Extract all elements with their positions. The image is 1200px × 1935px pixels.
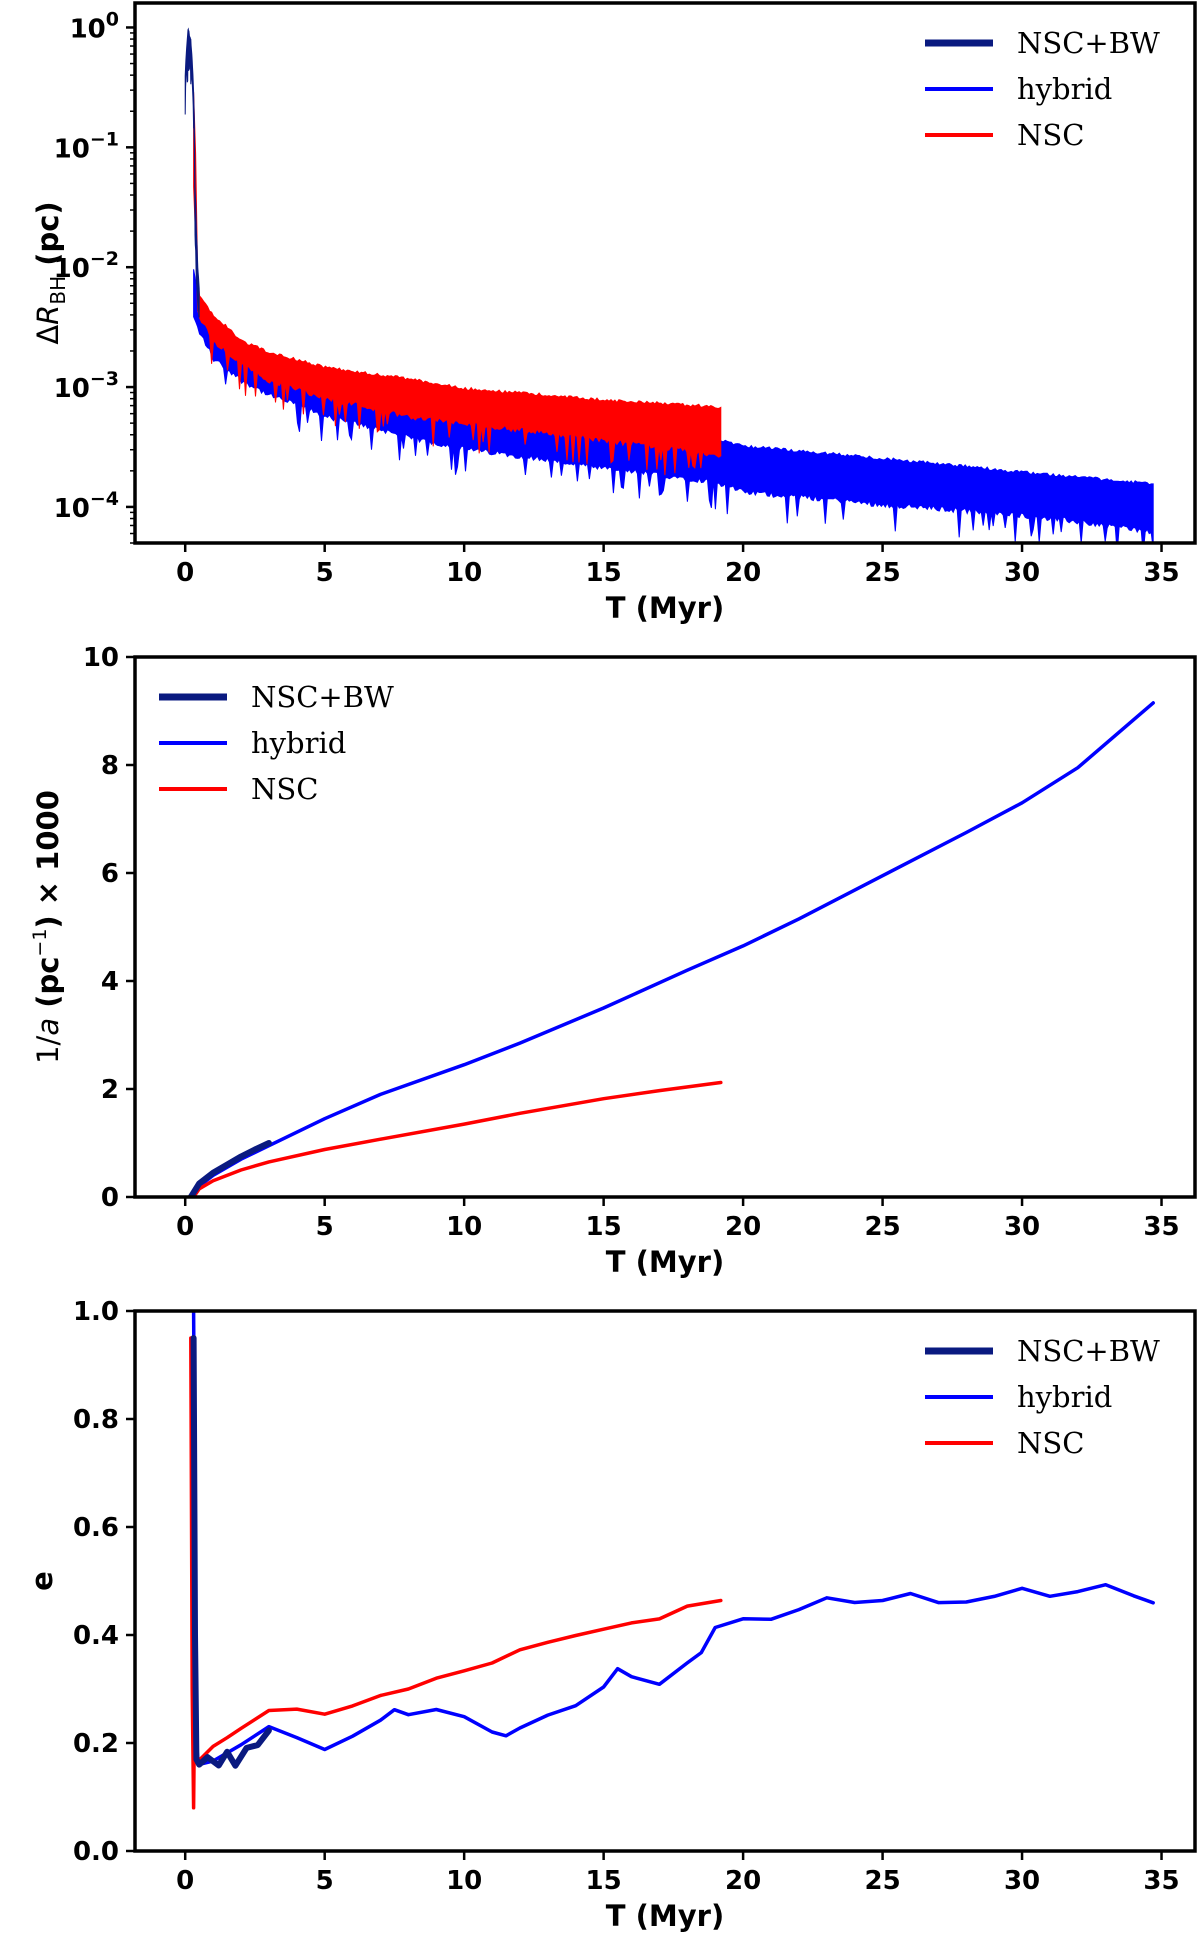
- y-axis-label-subscript: BH: [46, 276, 70, 305]
- y-tick-label-exponent: −2: [90, 248, 119, 270]
- y-tick-label: 10−4: [54, 488, 119, 524]
- y-tick-label: 100: [70, 8, 119, 44]
- series-nsc-line: [189, 1336, 723, 1810]
- y-tick-label-exponent: −1: [90, 128, 119, 150]
- x-tick-label: 20: [725, 558, 761, 588]
- x-axis-label: T (Myr): [606, 1245, 724, 1279]
- legend-label-nsc: NSC: [1017, 118, 1084, 152]
- y-axis-label-prefix: 1/: [31, 1035, 65, 1063]
- series-nsc-line: [191, 1080, 723, 1197]
- legend-label-hybrid: hybrid: [1017, 72, 1112, 106]
- y-tick-label: 10−1: [54, 128, 119, 164]
- y-tick-label: 8: [101, 751, 119, 781]
- panel-bottom-eccentricity: 0 5 10 15 20 25 30 35 0.0 0.2 0.4 0.6 0.8 1.0 T (Myr) e…: [25, 1297, 1197, 1933]
- series-nsc-bw-line: [187, 1140, 272, 1197]
- legend: NSC+BW hybrid NSC: [159, 680, 394, 806]
- y-tick-label: 0.2: [73, 1729, 119, 1759]
- x-tick-label: 10: [446, 1212, 482, 1242]
- x-tick-label: 35: [1143, 1212, 1179, 1242]
- x-axis-label: T (Myr): [606, 591, 724, 625]
- y-axis-label: ΔRBH (pc): [31, 201, 70, 344]
- y-tick-label: 0.0: [73, 1837, 119, 1867]
- y-axis-label: e: [25, 1571, 59, 1591]
- legend: NSC+BW hybrid NSC: [925, 26, 1160, 152]
- y-axis-label-unit-close: ) × 1000: [31, 790, 65, 928]
- series-nsc-band: [193, 92, 722, 476]
- x-tick-label: 20: [725, 1866, 761, 1896]
- y-tick-label-base: 10: [54, 374, 90, 404]
- y-tick-label: 10−3: [54, 368, 119, 404]
- legend-label-hybrid: hybrid: [251, 726, 346, 760]
- x-tick-label: 10: [446, 558, 482, 588]
- plot-frame: [133, 1309, 1197, 1853]
- x-axis-label: T (Myr): [606, 1899, 724, 1933]
- legend: NSC+BW hybrid NSC: [925, 1334, 1160, 1460]
- x-tick-label: 25: [864, 558, 900, 588]
- x-tick-label: 0: [176, 1212, 194, 1242]
- y-axis-label-delta: Δ: [31, 325, 65, 345]
- x-tick-label: 15: [586, 1866, 622, 1896]
- y-tick-label: 0.6: [73, 1513, 119, 1543]
- y-tick-label: 0.8: [73, 1405, 119, 1435]
- panel-middle-inverse-semimajor-axis: 0 5 10 15 20 25 30 35 0 2 4 6 8 10 T (Myr) 1/a (pc−1) ×…: [29, 643, 1197, 1279]
- legend-label-nsc-bw: NSC+BW: [1017, 26, 1160, 60]
- legend-label-hybrid: hybrid: [1017, 1380, 1112, 1414]
- series-hybrid-line: [191, 1311, 1155, 1767]
- x-tick-label: 35: [1143, 558, 1179, 588]
- y-tick-label: 1.0: [73, 1297, 119, 1327]
- legend-label-nsc-bw: NSC+BW: [1017, 1334, 1160, 1368]
- y-tick-label: 4: [101, 967, 119, 997]
- y-tick-label-base: 10: [54, 254, 90, 284]
- y-tick-label: 2: [101, 1075, 119, 1105]
- y-axis-label-exponent: −1: [29, 929, 51, 957]
- y-tick-label: 10: [83, 643, 119, 673]
- legend-label-nsc: NSC: [1017, 1426, 1084, 1460]
- y-tick-label-base: 10: [70, 14, 106, 44]
- x-tick-label: 5: [316, 1212, 334, 1242]
- y-tick-label: 0: [101, 1183, 119, 1213]
- y-axis-label-symbol: R: [31, 305, 65, 325]
- x-tick-label: 30: [1004, 558, 1040, 588]
- plot-area: [184, 27, 1154, 543]
- y-axis-label: 1/a (pc−1) × 1000: [29, 790, 65, 1064]
- y-tick-label-exponent: −4: [90, 488, 119, 510]
- plot-area: [187, 701, 1155, 1197]
- y-axis-label-unit: (pc): [31, 201, 65, 276]
- x-tick-label: 25: [864, 1866, 900, 1896]
- x-tick-label: 15: [586, 1212, 622, 1242]
- series-hybrid-line: [189, 701, 1155, 1197]
- y-tick-label-base: 10: [54, 494, 90, 524]
- x-tick-label: 10: [446, 1866, 482, 1896]
- x-tick-label: 5: [316, 558, 334, 588]
- x-tick-label: 30: [1004, 1866, 1040, 1896]
- legend-label-nsc-bw: NSC+BW: [251, 680, 394, 714]
- x-tick-label: 20: [725, 1212, 761, 1242]
- legend-label-nsc: NSC: [251, 772, 318, 806]
- x-tick-label: 30: [1004, 1212, 1040, 1242]
- y-tick-label-exponent: 0: [106, 8, 119, 30]
- y-tick-label: 10−2: [54, 248, 119, 284]
- y-tick-label-exponent: −3: [90, 368, 119, 390]
- series-nsc-bw-band: [184, 27, 200, 318]
- x-tick-label: 5: [316, 1866, 334, 1896]
- series-nsc-bw-line: [190, 1335, 272, 1769]
- plot-frame: [133, 655, 1197, 1199]
- x-tick-label: 0: [176, 1866, 194, 1896]
- y-tick-label-base: 10: [54, 134, 90, 164]
- y-tick-label: 6: [101, 859, 119, 889]
- y-tick-label: 0.4: [73, 1621, 119, 1651]
- x-tick-label: 15: [586, 558, 622, 588]
- y-axis-label-var: a: [31, 1018, 65, 1036]
- x-tick-label: 0: [176, 558, 194, 588]
- x-tick-label: 25: [864, 1212, 900, 1242]
- x-tick-label: 35: [1143, 1866, 1179, 1896]
- y-axis-label-unit-open: (pc: [31, 957, 65, 1018]
- plot-area: [189, 1311, 1155, 1810]
